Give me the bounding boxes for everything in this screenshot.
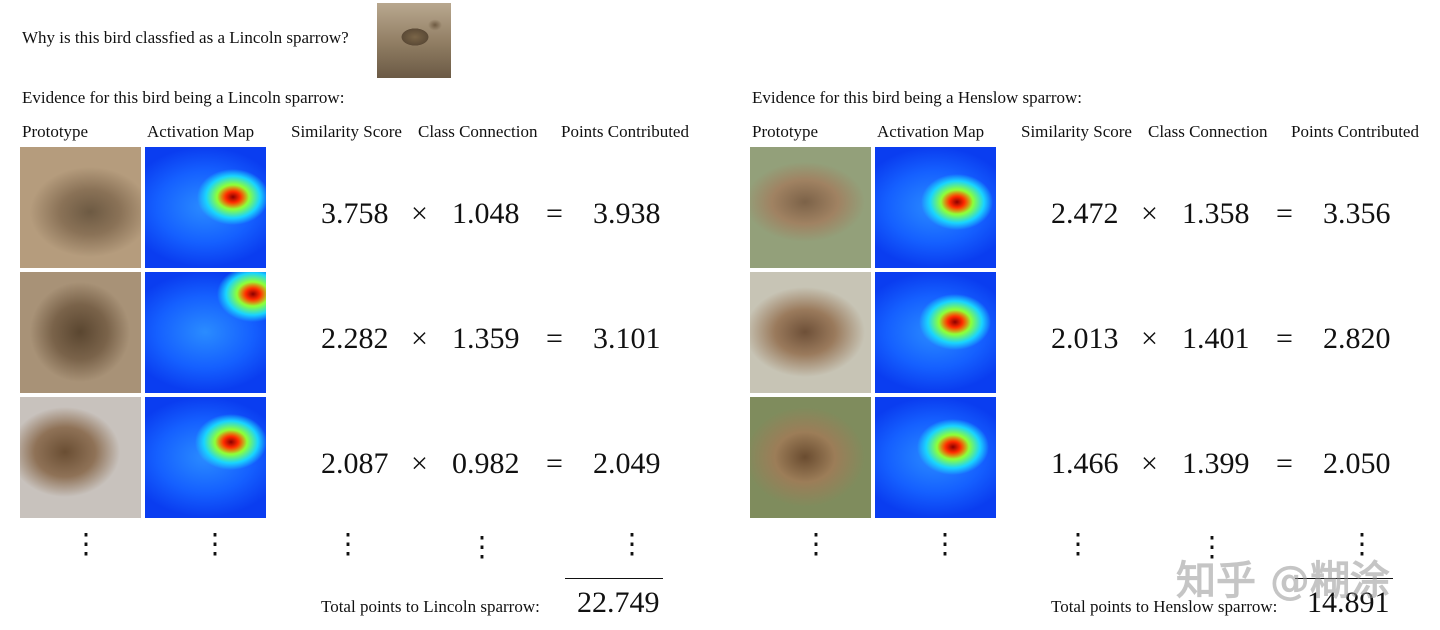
henslow-points-contributed: 2.820: [1323, 322, 1391, 355]
lincoln-header-prototype: Prototype: [22, 122, 89, 141]
henslow-class-connection: 1.399: [1182, 447, 1250, 480]
henslow-class-connection: 1.401: [1182, 322, 1250, 355]
equals-sign: =: [546, 322, 563, 355]
lincoln-heading: Evidence for this bird being a Lincoln s…: [22, 88, 345, 107]
vertical-ellipsis: ⋮: [201, 529, 229, 560]
henslow-similarity-score: 2.013: [1051, 322, 1119, 355]
question-text: Why is this bird classfied as a Lincoln …: [22, 28, 349, 47]
vertical-ellipsis: ⋮: [931, 529, 959, 560]
equals-sign: =: [546, 197, 563, 230]
lincoln-header-similarity: Similarity Score: [291, 122, 402, 141]
equals-sign: =: [1276, 447, 1293, 480]
lincoln-class-connection: 1.359: [452, 322, 520, 355]
lincoln-header-points: Points Contributed: [561, 122, 689, 141]
henslow-activation-map: [875, 397, 996, 518]
henslow-header-similarity: Similarity Score: [1021, 122, 1132, 141]
times-sign: ×: [411, 322, 428, 355]
equals-sign: =: [1276, 197, 1293, 230]
equals-sign: =: [1276, 322, 1293, 355]
times-sign: ×: [1141, 322, 1158, 355]
lincoln-prototype-image: [20, 397, 141, 518]
henslow-prototype-image: [750, 397, 871, 518]
query-bird-image: [377, 3, 451, 78]
vertical-ellipsis: ⋮: [1064, 529, 1092, 560]
sum-rule: [565, 578, 663, 579]
lincoln-similarity-score: 3.758: [321, 197, 389, 230]
lincoln-class-connection: 0.982: [452, 447, 520, 480]
lincoln-total-value: 22.749: [577, 586, 660, 619]
vertical-ellipsis: ⋮: [802, 529, 830, 560]
henslow-similarity-score: 2.472: [1051, 197, 1119, 230]
lincoln-prototype-image: [20, 272, 141, 393]
henslow-points-contributed: 2.050: [1323, 447, 1391, 480]
lincoln-class-connection: 1.048: [452, 197, 520, 230]
lincoln-activation-map: [145, 397, 266, 518]
lincoln-header-activation: Activation Map: [147, 122, 255, 141]
lincoln-similarity-score: 2.087: [321, 447, 389, 480]
lincoln-total-label: Total points to Lincoln sparrow:: [321, 597, 540, 616]
henslow-header-activation: Activation Map: [877, 122, 985, 141]
henslow-header-points: Points Contributed: [1291, 122, 1419, 141]
lincoln-points-contributed: 3.101: [593, 322, 661, 355]
henslow-class-connection: 1.358: [1182, 197, 1250, 230]
lincoln-prototype-image: [20, 147, 141, 268]
henslow-prototype-image: [750, 272, 871, 393]
sum-rule: [1295, 578, 1393, 579]
times-sign: ×: [411, 197, 428, 230]
vertical-ellipsis: ⋮: [72, 529, 100, 560]
vertical-ellipsis: ⋮: [334, 529, 362, 560]
times-sign: ×: [1141, 197, 1158, 230]
henslow-prototype-image: [750, 147, 871, 268]
equals-sign: =: [546, 447, 563, 480]
lincoln-points-contributed: 3.938: [593, 197, 661, 230]
henslow-total-label: Total points to Henslow sparrow:: [1051, 597, 1278, 616]
vertical-ellipsis: ⋮: [618, 529, 646, 560]
times-sign: ×: [1141, 447, 1158, 480]
lincoln-activation-map: [145, 147, 266, 268]
henslow-activation-map: [875, 272, 996, 393]
henslow-heading: Evidence for this bird being a Henslow s…: [752, 88, 1082, 107]
lincoln-similarity-score: 2.282: [321, 322, 389, 355]
henslow-activation-map: [875, 147, 996, 268]
henslow-total-value: 14.891: [1307, 586, 1390, 619]
lincoln-points-contributed: 2.049: [593, 447, 661, 480]
lincoln-activation-map: [145, 272, 266, 393]
lincoln-header-connection: Class Connection: [418, 122, 538, 141]
henslow-header-connection: Class Connection: [1148, 122, 1268, 141]
vertical-ellipsis: ⋮: [468, 532, 496, 563]
zhihu-watermark: 知乎 @糊涂: [1176, 558, 1390, 604]
henslow-points-contributed: 3.356: [1323, 197, 1391, 230]
henslow-header-prototype: Prototype: [752, 122, 819, 141]
times-sign: ×: [411, 447, 428, 480]
henslow-similarity-score: 1.466: [1051, 447, 1119, 480]
